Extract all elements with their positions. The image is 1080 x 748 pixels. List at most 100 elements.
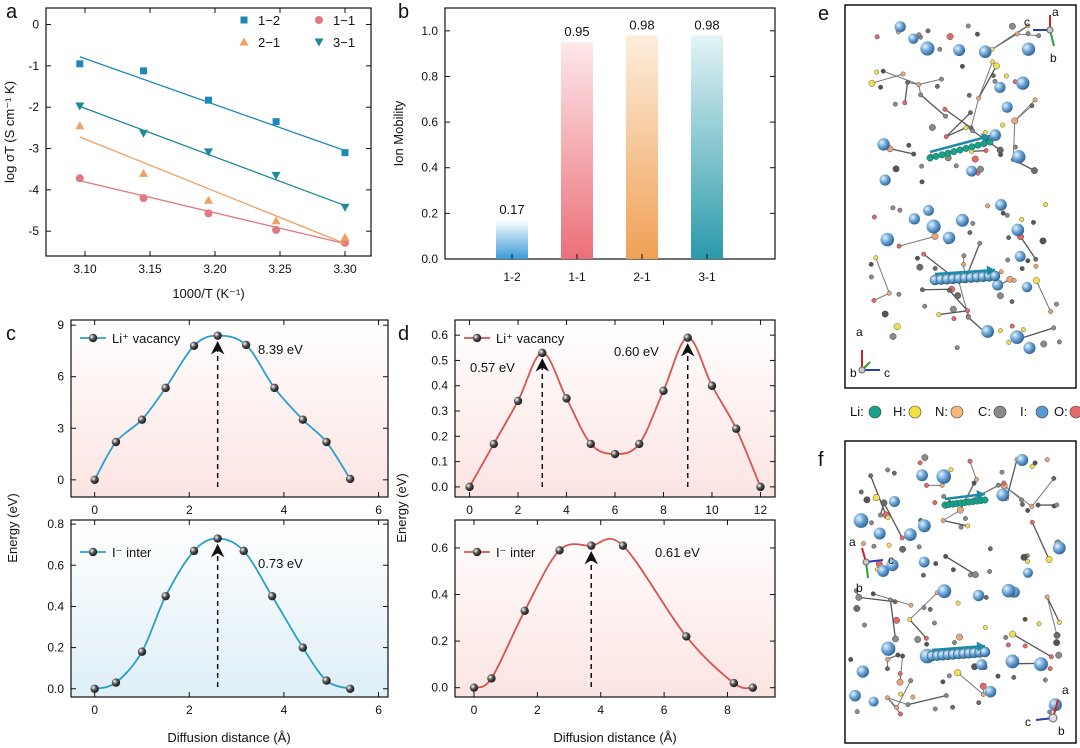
x-tick-label: 0	[91, 703, 98, 717]
data-point	[272, 118, 280, 126]
b-y-axis-label: Ion Mobility	[391, 100, 406, 166]
x-tick-label: 3-1	[698, 270, 716, 284]
data-point	[139, 194, 148, 203]
molecule-e-bottom	[868, 198, 1062, 355]
iodine-atom	[923, 204, 934, 216]
bar-1-2	[496, 220, 528, 259]
atom	[965, 314, 971, 320]
atom	[899, 545, 907, 553]
axis-triad-f-top: a c b	[849, 535, 894, 595]
chart-d2-background	[455, 520, 775, 697]
data-point	[520, 606, 529, 616]
atom	[943, 693, 949, 698]
atom	[1051, 325, 1057, 331]
atom	[921, 454, 929, 461]
atom	[1011, 117, 1019, 125]
legend-marker	[239, 37, 249, 46]
iodine-atom	[1033, 657, 1048, 672]
atom	[877, 512, 883, 518]
iodine-atom	[1023, 341, 1036, 355]
atom	[908, 602, 914, 608]
y-tick-label: 0.3	[431, 404, 448, 418]
plot-frame	[70, 519, 389, 698]
diffusion-arrow-head	[976, 641, 985, 652]
atom	[1054, 502, 1060, 508]
atom	[924, 641, 930, 647]
atom	[1029, 103, 1035, 109]
atom	[970, 128, 975, 134]
bond	[873, 292, 890, 301]
axis-label-f-top-a: a	[849, 535, 856, 549]
y-tick-label: 0.4	[421, 161, 438, 175]
atom	[922, 303, 928, 309]
y-tick-label: -2	[28, 100, 39, 114]
atom	[888, 597, 893, 603]
atom	[871, 543, 877, 549]
atom	[973, 477, 979, 482]
atom	[952, 640, 957, 645]
chart-c2: 0 2 4 6 0.0 0.2 0.4 0.6 0.8 I⁻ inter 0.73 eV	[47, 517, 389, 717]
iodine-atom	[888, 495, 900, 507]
atom	[861, 541, 866, 547]
bond	[938, 310, 968, 316]
atom	[1009, 299, 1015, 304]
atom	[1053, 639, 1060, 647]
atom	[1025, 23, 1031, 29]
atom	[924, 483, 929, 488]
iodine-atom	[1011, 223, 1025, 237]
atom	[951, 316, 957, 322]
atom	[889, 333, 897, 340]
x-tick-label: 2	[186, 703, 193, 717]
data-point	[635, 439, 644, 449]
atom	[898, 691, 903, 697]
iodine-atom	[920, 41, 935, 56]
atom	[975, 31, 980, 37]
atom	[911, 151, 917, 157]
legend-label: 1−2	[258, 13, 280, 28]
x-tick-label: 4	[563, 503, 570, 517]
axis-triad-e-top: a c b	[1024, 5, 1059, 65]
atom	[1036, 621, 1042, 627]
data-point	[139, 168, 148, 177]
bond	[948, 289, 969, 312]
atom	[868, 274, 874, 280]
legend-marker	[88, 547, 98, 557]
bond	[889, 599, 897, 640]
data-point	[298, 643, 308, 652]
atom	[977, 165, 984, 173]
bond	[971, 149, 987, 153]
atom	[943, 134, 949, 139]
atom	[1057, 339, 1062, 345]
atom	[918, 92, 924, 98]
y-tick-label: 1.0	[421, 24, 438, 38]
iodine-atom	[995, 198, 1007, 211]
x-tick-label: 2	[534, 703, 541, 717]
panel-letter-b: b	[398, 1, 409, 23]
diffusion-path-atom	[968, 143, 976, 151]
data-point	[659, 386, 668, 395]
diffusion-path-atom	[932, 152, 940, 160]
atom	[868, 79, 876, 87]
data-point	[729, 678, 739, 688]
iodine-atom	[955, 213, 969, 227]
atom	[990, 59, 995, 65]
atom	[992, 78, 998, 84]
atom	[916, 82, 922, 87]
atom	[965, 308, 970, 314]
atom	[1019, 217, 1025, 222]
atom	[908, 678, 914, 684]
atom	[1032, 97, 1038, 103]
atom-legend-swatch	[950, 405, 964, 419]
data-point	[707, 381, 717, 390]
energy-annotation: 8.39 eV	[258, 342, 303, 357]
bar-3-1	[691, 35, 723, 259]
y-tick-label: 0.6	[47, 558, 64, 572]
atom	[886, 290, 892, 296]
iodine-atom	[1052, 541, 1066, 555]
data-point	[204, 148, 213, 157]
iodine-atom	[992, 279, 1004, 291]
diffusion-path-atom	[926, 154, 934, 162]
bar-2-1	[626, 35, 658, 259]
atom	[976, 95, 982, 101]
